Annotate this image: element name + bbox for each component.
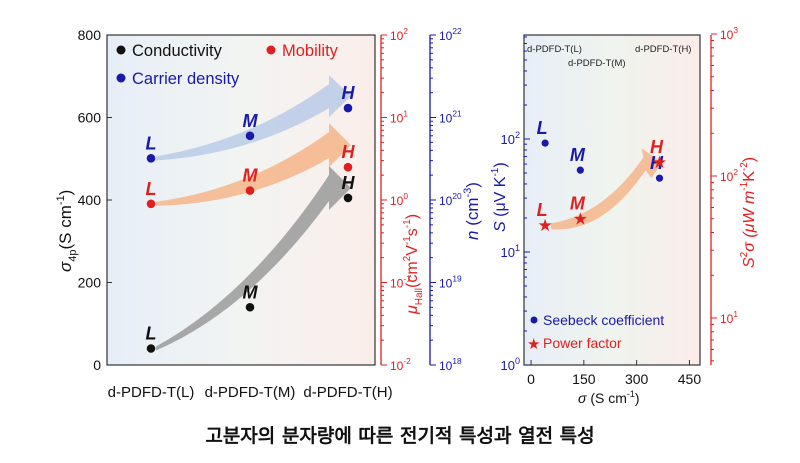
left-tick-label: 400 [78,192,102,208]
axis-ticks-1: 0 200 400 600 800 d-PDFD-T(L) d-PDFD-T(M) d-PDF… [78,26,462,401]
data-points-1: L M H L M H L M H [146,83,356,353]
data-point-mobility [245,186,255,195]
conductivity-arrow [156,165,351,351]
x-category-label: d-PDFD-T(H) [303,384,392,401]
data-point-power-factor: ★ [573,210,588,229]
x-category-label: d-PDFD-T(L) [108,384,195,401]
power-factor-axis-label: S2σ (μW m-1K-2) [739,157,758,268]
seebeck-axis-label: S (μV K-1) [490,162,509,232]
grade-label: M [570,145,586,165]
power-factor-tick-label: 103 [720,25,738,42]
data-point-carrier-density [343,103,353,113]
mobility-tick-label: 100 [390,191,408,208]
grade-label: H [650,137,664,157]
x-tick-label: 150 [572,371,596,387]
data-point-carrier-density [245,131,255,141]
grade-label: M [243,111,259,131]
carrier-tick-label: 1018 [439,356,462,373]
data-point-carrier-density [146,154,156,163]
axis-ticks-2: 0 150 300 450 100 101 102 101 102 103 [500,25,738,387]
grade-label: M [570,194,586,214]
seebeck-tick-label: 101 [500,243,520,260]
figure: 0 200 400 600 800 d-PDFD-T(L) d-PDFD-T(M) d-PDF… [55,25,758,406]
legend-1: Conductivity Mobility Carrier density [116,42,339,88]
power-factor-tick-label: 101 [720,309,738,326]
data-point-seebeck [541,139,549,147]
x-tick-label: 450 [678,371,702,387]
legend-marker-conductivity [116,45,126,55]
y-axis-label-conductivity: σ4p(S cm-1) [55,190,79,272]
data-point-power-factor: ★ [652,153,667,172]
x-tick-label: 0 [527,371,535,387]
data-point-mobility [146,199,156,209]
carrier-tick-label: 1021 [439,109,462,126]
data-point-conductivity [343,193,353,203]
legend-2: Seebeck coefficient ★ Power factor [527,312,664,353]
grade-label: M [243,282,259,302]
grade-label: H [342,83,356,103]
legend-marker-seebeck [530,316,538,324]
legend-label-conductivity: Conductivity [132,42,223,60]
x-category-label: d-PDFD-T(M) [205,384,296,401]
power-factor-tick-label: 102 [720,167,738,184]
seebeck-tick-label: 102 [500,130,520,147]
grade-label: L [146,133,157,153]
mobility-axis-label: μHall(cm2V-1s-1) [402,214,425,315]
data-point-seebeck [655,174,664,182]
data-point-conductivity [146,344,156,353]
legend-marker-power-factor: ★ [527,336,540,353]
header-label-h: d-PDFD-T(H) [635,44,691,55]
grade-label: H [342,142,356,162]
carrier-tick-label: 1022 [439,26,462,43]
legend-marker-carrier-density [116,73,126,83]
mobility-tick-label: 101 [390,109,408,126]
left-tick-label: 600 [78,110,102,126]
legend-label-power-factor: Power factor [543,335,622,351]
left-tick-label: 800 [78,27,102,43]
grade-label: H [342,173,356,193]
grade-label: L [146,324,157,344]
legend-label-seebeck: Seebeck coefficient [543,312,664,328]
left-tick-label: 200 [78,275,102,291]
data-point-mobility [343,162,353,172]
mobility-tick-label: 10-2 [390,356,411,373]
chart-1: 0 200 400 600 800 d-PDFD-T(L) d-PDFD-T(M) d-PDF… [55,26,482,401]
carrier-tick-label: 1019 [439,274,462,291]
data-point-seebeck [576,166,584,174]
grade-label: M [243,166,259,186]
data-point-conductivity [245,302,255,312]
legend-label-mobility: Mobility [282,42,339,60]
carrier-density-arrow [156,75,351,161]
power-factor-arrow [551,148,662,230]
mobility-tick-label: 102 [390,26,408,43]
header-label-m: d-PDFD-T(M) [568,58,626,69]
figure-caption: 고분자의 분자량에 따른 전기적 특성과 열전 특성 [205,425,595,447]
grade-label: L [537,200,548,220]
legend-label-carrier-density: Carrier density [132,70,240,88]
data-points-2: LM H★L ★M★H [537,118,668,235]
carrier-density-axis-label: n (cm-3) [462,182,482,240]
x-axis-label-conductivity: σ (S cm-1) [578,389,640,406]
x-tick-label: 300 [625,371,649,387]
trend-arrows-2 [551,148,662,230]
grade-label: L [537,118,548,138]
mobility-tick-label: 10-1 [390,274,411,291]
header-label-l: d-PDFD-T(L) [527,44,582,55]
plot-frame-2 [523,34,701,366]
grade-label: L [146,179,157,199]
legend-marker-mobility [266,45,276,55]
grade-label: H [650,153,664,173]
carrier-tick-label: 1020 [439,191,462,208]
data-point-power-factor: ★ [537,216,552,235]
left-tick-label: 0 [93,357,101,373]
seebeck-tick-label: 100 [500,356,520,373]
